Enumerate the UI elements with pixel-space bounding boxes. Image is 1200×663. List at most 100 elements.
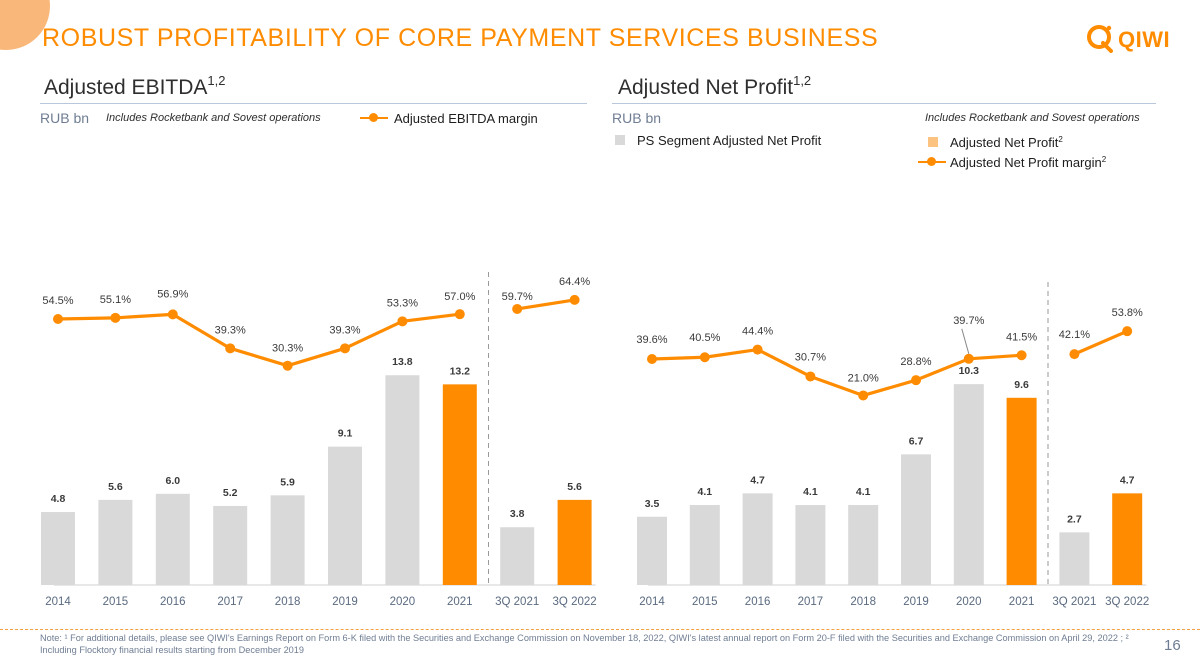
bar-value-label: 5.2 [223,487,238,499]
margin-label: 53.3% [387,297,418,309]
ebitda-header-rule [40,103,587,104]
margin-point [752,344,763,355]
margin-point [282,360,293,371]
margin-label: 59.7% [502,291,533,303]
netprofit-unit: RUB bn [612,110,662,126]
legend-orange-square-icon [928,137,938,147]
bar-2021 [442,384,477,585]
ebitda-legend-dot-icon [369,113,378,122]
bar-value-label: 13.2 [450,365,471,377]
bar-2020 [385,375,420,585]
margin-label-leader [961,328,970,354]
x-tick-label: 2018 [850,596,876,608]
x-tick-label: 2021 [447,596,473,608]
x-tick-label: 2014 [639,596,665,608]
margin-label: 55.1% [100,294,131,306]
bar-3Q-2022 [557,499,592,585]
footnote: Note: ¹ For additional details, please s… [40,633,1129,655]
margin-point [1069,349,1080,360]
bar-value-label: 3.8 [510,508,525,520]
x-tick-label: 3Q 2021 [495,596,539,608]
margin-point [911,375,921,386]
qiwi-logo-icon [1087,25,1113,53]
margin-point [963,353,974,364]
x-tick-label: 2020 [390,596,416,608]
margin-label: 44.4% [742,326,773,338]
x-tick-label: 2015 [103,596,129,608]
margin-line-segment-1 [57,312,460,368]
bar-2017 [213,505,248,585]
bar-2016 [742,493,773,585]
margin-label: 30.7% [795,351,826,363]
bar-2016 [155,493,190,585]
legend-ps-segment-label: PS Segment Adjusted Net Profit [637,133,822,148]
bar-value-label: 4.7 [750,474,765,486]
margin-label: 39.7% [953,315,984,327]
margin-point [858,390,869,401]
margin-label: 64.4% [559,276,590,288]
bar-value-label: 4.1 [803,486,818,498]
x-tick-label: 2021 [1009,596,1035,608]
margin-point [805,371,816,382]
margin-point [167,309,178,320]
netprofit-title-text: Adjusted Net Profit [618,76,794,99]
bar-value-label: 3.5 [645,498,660,510]
ebitda-scope-note: Includes Rocketbank and Sovest operation… [106,112,321,124]
margin-point [647,354,657,364]
legend-margin-text: Adjusted Net Profit margin [950,155,1102,170]
x-tick-label: 3Q 2022 [553,596,597,608]
legend-gray-square-icon [615,135,625,145]
x-tick-label: 3Q 2022 [1105,596,1149,608]
ebitda-section-title: Adjusted EBITDA1,2 [44,73,225,100]
margin-label: 40.5% [689,332,720,344]
margin-label: 39.3% [215,324,246,336]
margin-point [454,309,465,320]
margin-label: 42.1% [1059,329,1090,341]
margin-label: 57.0% [444,291,475,303]
footer-divider [0,629,1200,630]
legend-net-profit-text: Adjusted Net Profit [950,135,1059,150]
bar-value-label: 4.7 [1120,474,1135,486]
margin-point [397,316,408,327]
x-tick-label: 2019 [332,596,358,608]
bar-value-label: 6.0 [165,475,180,487]
ebitda-title-text: Adjusted EBITDA [44,76,208,99]
legend-margin-sup: 2 [1101,155,1107,164]
margin-point [1122,326,1133,337]
x-tick-label: 2017 [217,596,243,608]
netprofit-title-sup: 1,2 [793,73,812,88]
margin-label: 54.5% [42,295,73,307]
bar-2019 [901,454,931,585]
legend-net-profit-sup: 2 [1058,135,1063,144]
bar-value-label: 5.6 [567,481,582,493]
bar-2014 [637,516,667,585]
logo-text: QIWI [1118,27,1171,52]
margin-label: 21.0% [848,372,879,384]
bar-2015 [98,499,133,585]
bar-value-label: 4.1 [856,486,871,498]
ebitda-unit: RUB bn [40,110,90,126]
bar-2020 [953,384,984,585]
bar-3Q-2021 [1059,532,1090,585]
margin-point [53,314,63,324]
x-tick-label: 2015 [692,596,718,608]
netprofit-section-title: Adjusted Net Profit1,2 [618,73,811,100]
margin-point [1016,350,1027,361]
ebitda-legend-label: Adjusted EBITDA margin [394,111,538,126]
margin-label: 39.6% [636,334,667,346]
bar-2015 [689,505,720,585]
bar-2021 [1006,397,1037,585]
netprofit-legend-dot-icon [927,157,936,166]
bar-value-label: 10.3 [959,365,980,377]
page-number: 16 [1164,637,1181,654]
bar-value-label: 5.6 [108,481,123,493]
margin-point [512,303,523,314]
bar-2019 [328,446,362,585]
x-tick-label: 2017 [798,596,824,608]
x-tick-label: 2020 [956,596,982,608]
bar-3Q-2021 [500,527,535,585]
bar-3Q-2022 [1112,493,1143,585]
ebitda-chart: 4.8 2014 5.6 2015 6.0 2016 5.2 2017 5.9 2018 9.1 20… [41,272,597,608]
margin-point [340,343,350,354]
netprofit-chart: 3.5 2014 4.1 2015 4.7 2016 4.1 2017 4.1 2018 6.7 20… [636,282,1149,608]
